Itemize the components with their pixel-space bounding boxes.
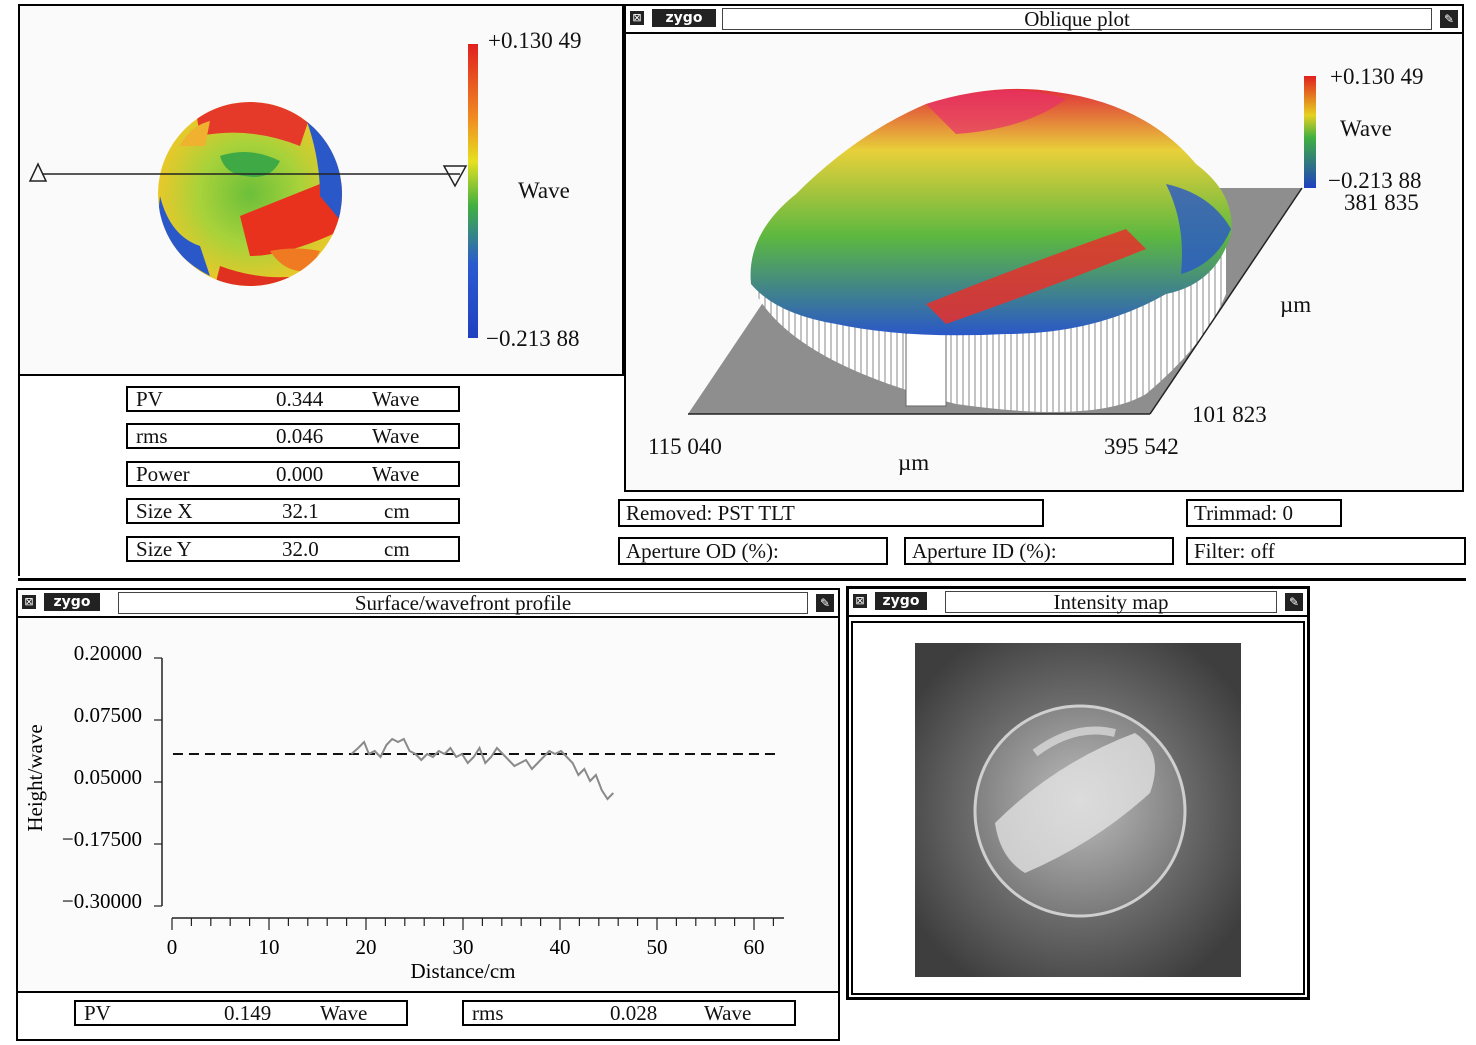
stat-unit: cm xyxy=(384,499,410,523)
scale-min-label: −0.213 88 xyxy=(1328,168,1422,193)
stat-size-y: Size Y 32.0 cm xyxy=(126,536,460,562)
filter-field: Filter: off xyxy=(1186,537,1466,565)
profile-titlebar: ⊠ zygo Surface/wavefront profile ✎ xyxy=(18,590,838,618)
stat-value: 0.344 xyxy=(276,387,324,411)
scale-unit-label: Wave xyxy=(518,178,570,203)
window-title: Oblique plot xyxy=(722,8,1432,30)
stat-value: 0.149 xyxy=(224,1001,272,1025)
x-tick-label: 0 xyxy=(167,935,178,959)
y-axis-label: Height/wave xyxy=(23,724,47,831)
scale-max-label: +0.130 49 xyxy=(488,28,582,53)
stat-value: 0.046 xyxy=(276,424,324,448)
intensity-titlebar: ⊠ zygo Intensity map ✎ xyxy=(849,589,1307,617)
x-tick-label: 20 xyxy=(356,935,377,959)
y-tick-label: −0.30000 xyxy=(62,889,142,913)
profile-window: ⊠ zygo Surface/wavefront profile ✎ 0.200… xyxy=(16,588,840,993)
stat-unit: Wave xyxy=(372,462,420,486)
aperture-id-field: Aperture ID (%): xyxy=(904,537,1174,565)
color-scale-bar xyxy=(1304,76,1316,188)
stat-unit: Wave xyxy=(320,1001,368,1025)
stat-value: 32.1 xyxy=(282,499,319,523)
x-axis-label: Distance/cm xyxy=(411,959,516,983)
stat-label: rms xyxy=(472,1001,504,1025)
stat-label: rms xyxy=(136,424,168,448)
close-icon[interactable]: ⊠ xyxy=(853,594,867,608)
zygo-logo: zygo xyxy=(44,593,100,611)
stat-rms: rms 0.046 Wave xyxy=(126,423,460,449)
color-scale-bar xyxy=(468,44,478,338)
intensity-image xyxy=(915,643,1241,977)
stat-value: 0.000 xyxy=(276,462,324,486)
y-tick-label: −0.17500 xyxy=(62,827,142,851)
x-tick-label: 40 xyxy=(550,935,571,959)
scale-unit-label: Wave xyxy=(1340,116,1392,141)
close-icon[interactable]: ⊠ xyxy=(22,595,36,609)
stat-label: PV xyxy=(136,387,163,411)
surface-map-panel: +0.130 49 Wave −0.213 88 xyxy=(18,4,624,376)
stats-panel xyxy=(18,376,626,576)
intensity-frame xyxy=(851,621,1305,995)
stat-unit: cm xyxy=(384,537,410,561)
profile-trace xyxy=(350,737,615,801)
oblique-titlebar: ⊠ zygo Oblique plot ✎ xyxy=(626,6,1462,34)
oblique-plot-window: ⊠ zygo Oblique plot ✎ xyxy=(624,4,1464,492)
x-tick-label: 50 xyxy=(647,935,668,959)
stat-unit: Wave xyxy=(372,424,420,448)
stat-value: 0.028 xyxy=(610,1001,658,1025)
surface-map-graphic xyxy=(28,44,478,338)
scale-max-label: +0.130 49 xyxy=(1330,64,1424,89)
aperture-od-field: Aperture OD (%): xyxy=(618,537,888,565)
stat-label: PV xyxy=(84,1001,111,1025)
y-axis-max-label: 381 835 xyxy=(1344,190,1419,215)
intensity-map-window: ⊠ zygo Intensity map ✎ xyxy=(846,586,1310,1000)
stat-unit: Wave xyxy=(704,1001,752,1025)
stat-size-x: Size X 32.1 cm xyxy=(126,498,460,524)
stat-power: Power 0.000 Wave xyxy=(126,461,460,487)
surface-top xyxy=(750,88,1232,336)
close-icon[interactable]: ⊠ xyxy=(630,11,644,25)
scale-min-label: −0.213 88 xyxy=(486,326,580,351)
y-axis-unit-label: µm xyxy=(1280,292,1312,317)
x-tick-label: 60 xyxy=(744,935,765,959)
pin-icon[interactable]: ✎ xyxy=(1440,10,1458,28)
oblique-3d-graphic xyxy=(688,76,1316,415)
x-axis-min-label: 115 040 xyxy=(648,434,722,459)
profile-rms-stat: rms 0.028 Wave xyxy=(462,1000,796,1026)
stat-label: Size X xyxy=(136,499,193,523)
profile-end-marker xyxy=(442,165,468,188)
window-title: Surface/wavefront profile xyxy=(118,592,808,614)
stat-label: Power xyxy=(136,462,190,486)
y-tick-label: 0.07500 xyxy=(74,703,142,727)
stat-unit: Wave xyxy=(372,387,420,411)
stat-pv: PV 0.344 Wave xyxy=(126,386,460,412)
x-axis-unit-label: µm xyxy=(898,450,930,475)
trimmad-field: Trimmad: 0 xyxy=(1186,499,1342,527)
x-tick-label: 30 xyxy=(453,935,474,959)
x-axis-max-label: 395 542 xyxy=(1104,434,1179,459)
stat-label: Size Y xyxy=(136,537,192,561)
removed-terms-field: Removed: PST TLT xyxy=(618,499,1044,527)
x-tick-label: 10 xyxy=(259,935,280,959)
y-tick-label: 0.05000 xyxy=(74,765,142,789)
profile-pv-stat: PV 0.149 Wave xyxy=(74,1000,408,1026)
y-tick-label: 0.20000 xyxy=(74,641,142,665)
zygo-logo: zygo xyxy=(875,592,927,610)
profile-chart: 0.20000 0.07500 0.05000 −0.17500 −0.3000… xyxy=(23,641,784,983)
window-title: Intensity map xyxy=(945,591,1277,613)
y-axis-min-label: 101 823 xyxy=(1192,402,1267,427)
section-divider xyxy=(18,578,1466,581)
zygo-logo: zygo xyxy=(652,9,716,27)
pin-icon[interactable]: ✎ xyxy=(1285,593,1303,611)
stat-value: 32.0 xyxy=(282,537,319,561)
profile-start-marker xyxy=(28,162,48,182)
pin-icon[interactable]: ✎ xyxy=(816,594,834,612)
profile-footer-frame xyxy=(16,993,840,1041)
